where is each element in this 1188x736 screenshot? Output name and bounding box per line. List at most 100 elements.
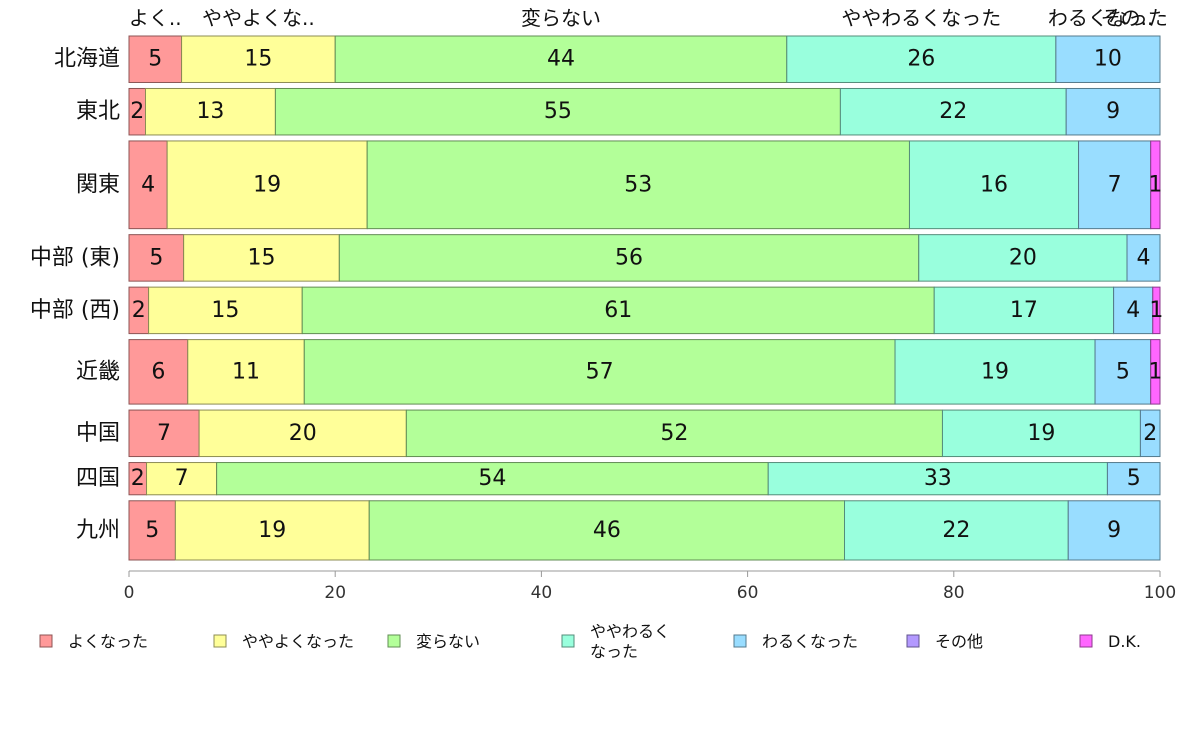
- bar-segment: [128, 35, 183, 83]
- legend-swatch: [39, 634, 53, 648]
- bar-segment: [918, 234, 1128, 282]
- data-label: 9: [1106, 99, 1120, 124]
- bar-segment: [1139, 409, 1161, 458]
- bar-segment: [166, 140, 368, 230]
- bar-segment: [303, 339, 896, 405]
- data-label: 2: [131, 466, 145, 491]
- category-label: 中部 (東): [30, 245, 120, 270]
- bar-segment: [405, 409, 943, 458]
- bar-segment: [183, 234, 340, 282]
- data-label: 33: [924, 466, 952, 491]
- data-label: 26: [907, 47, 935, 72]
- bar-segment: [128, 409, 200, 458]
- bar-segment: [1094, 339, 1152, 405]
- data-label: 20: [289, 421, 317, 446]
- top-series-label: ややわるくなった: [841, 6, 1001, 30]
- data-label: 17: [1010, 298, 1038, 323]
- bar-segment: [187, 339, 305, 405]
- data-label: 53: [624, 172, 652, 197]
- data-label: 5: [1127, 466, 1141, 491]
- top-series-label: その..: [1101, 6, 1154, 30]
- legend-swatch: [733, 634, 747, 648]
- legend-swatch: [1079, 634, 1093, 648]
- bar-segment: [174, 500, 370, 561]
- data-label: 7: [157, 421, 171, 446]
- x-tick-label: 80: [943, 583, 965, 603]
- data-label: 15: [247, 245, 275, 270]
- data-label: 44: [547, 47, 575, 72]
- bar-segment: [894, 339, 1096, 405]
- bar-segment: [338, 234, 920, 282]
- data-label: 19: [258, 518, 286, 543]
- legend-label: わるくなった: [762, 632, 858, 651]
- data-label: 5: [145, 518, 159, 543]
- top-series-label: よく..: [129, 6, 182, 30]
- bar-segment: [128, 140, 168, 230]
- data-label: 4: [1137, 245, 1151, 270]
- legend-label: その他: [935, 632, 983, 651]
- category-label: 四国: [76, 466, 120, 491]
- category-label: 中部 (西): [30, 298, 120, 323]
- data-label: 22: [942, 518, 970, 543]
- category-label: 九州: [76, 518, 120, 543]
- bar-segment: [148, 286, 303, 335]
- data-label: 16: [980, 172, 1008, 197]
- data-label: 19: [981, 359, 1009, 384]
- category-label: 中国: [76, 421, 120, 446]
- data-label: 2: [130, 99, 144, 124]
- bar-segment: [1067, 500, 1161, 561]
- data-label: 57: [586, 359, 614, 384]
- bar-segment: [1152, 286, 1161, 335]
- data-label: 19: [253, 172, 281, 197]
- data-label: 5: [1116, 359, 1130, 384]
- data-label: 54: [478, 466, 506, 491]
- bar-segment: [181, 35, 336, 83]
- data-label: 9: [1107, 518, 1121, 543]
- data-label: 7: [175, 466, 189, 491]
- legend: よくなった ややよくなった 変らない ややわるくなった わるくなった その他 D.K.: [39, 622, 1141, 661]
- data-label: 22: [939, 99, 967, 124]
- data-label: 5: [149, 245, 163, 270]
- legend-swatch: [906, 634, 920, 648]
- data-label: 1: [1149, 298, 1163, 323]
- legend-swatch: [213, 634, 227, 648]
- data-label: 6: [151, 359, 165, 384]
- bar-segment: [128, 339, 189, 405]
- category-label: 近畿: [76, 359, 120, 384]
- x-tick-label: 100: [1144, 583, 1176, 603]
- legend-label: よくなった: [68, 632, 148, 651]
- legend-label: D.K.: [1108, 632, 1141, 651]
- data-label: 11: [232, 359, 260, 384]
- legend-swatch: [561, 634, 575, 648]
- data-label: 2: [1143, 421, 1157, 446]
- data-label: 5: [148, 47, 162, 72]
- category-label: 東北: [76, 99, 120, 124]
- data-label: 15: [244, 47, 272, 72]
- data-label: 61: [604, 298, 632, 323]
- data-label: 4: [141, 172, 155, 197]
- bar-segment: [216, 462, 769, 496]
- bar-segment: [1065, 87, 1161, 136]
- bar-segment: [844, 500, 1069, 561]
- data-label: 15: [211, 298, 239, 323]
- bar-segment: [933, 286, 1115, 335]
- bar-segment: [334, 35, 788, 83]
- data-label: 10: [1094, 47, 1122, 72]
- bar-segment: [198, 409, 407, 458]
- category-label: 関東: [76, 172, 120, 197]
- bar-segment: [366, 140, 910, 230]
- bar-segment: [128, 500, 176, 561]
- x-tick-label: 20: [324, 583, 346, 603]
- data-label: 20: [1009, 245, 1037, 270]
- x-tick-label: 0: [124, 583, 135, 603]
- bar-segment: [1055, 35, 1161, 83]
- legend-label: 変らない: [416, 632, 480, 651]
- bar-segment: [1106, 462, 1161, 496]
- legend-swatch: [387, 634, 401, 648]
- top-series-label: わるくなった: [1048, 6, 1168, 30]
- bar-segment: [941, 409, 1141, 458]
- data-label: 46: [593, 518, 621, 543]
- segment-labels: 5 15 44 26 102 13 55 22 94 19 53 16 7 15 15 56 20 42 15 61 1…: [130, 47, 1163, 543]
